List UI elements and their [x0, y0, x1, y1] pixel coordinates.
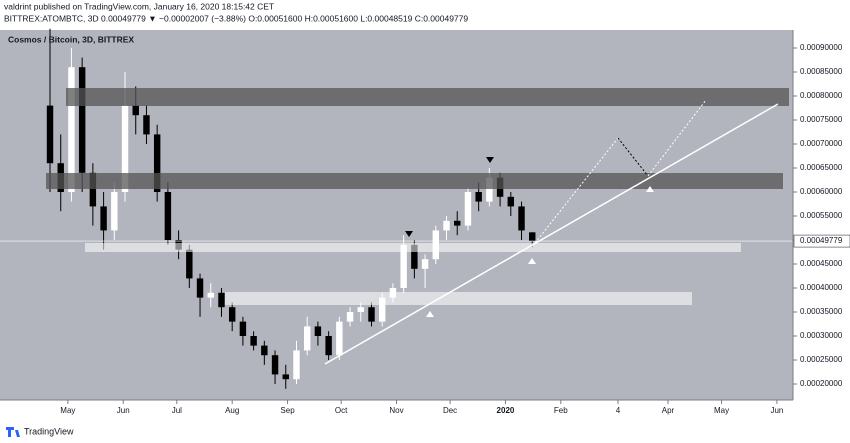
publisher: valdrint published on TradingView.com, J… [4, 1, 274, 11]
x-tick-label: 4 [616, 406, 621, 415]
candle-body [475, 192, 482, 202]
x-tick-label: 2020 [497, 406, 515, 415]
candle-body [121, 105, 129, 193]
candle-body [271, 355, 279, 375]
trend-line [324, 103, 779, 365]
resistance-zone [66, 88, 789, 106]
resistance-zone [46, 173, 783, 189]
candle-body [46, 105, 54, 164]
candle-body [132, 105, 139, 116]
plot-area [0, 30, 793, 400]
candle-body [368, 307, 375, 322]
candle-body [228, 307, 236, 322]
x-tick-label: Dec [443, 406, 457, 415]
candle-body [218, 292, 225, 308]
candle-body [293, 350, 300, 380]
footer: TradingView [24, 426, 74, 436]
candle-body [421, 259, 429, 269]
candle-body [518, 206, 525, 231]
candle-body [400, 244, 407, 289]
candle-body [282, 374, 289, 380]
candle-body [239, 321, 247, 337]
candle-body [325, 336, 332, 356]
x-tick-label: May [714, 406, 729, 415]
y-tick-label: 0.00085000 [800, 67, 843, 76]
y-tick-label: 0.00040000 [800, 283, 843, 292]
candle-body [411, 244, 418, 269]
symbol-line: BITTREX:ATOMBTC, 3D 0.00049779 ▼ −0.0000… [4, 13, 468, 23]
support-zone [225, 292, 692, 305]
y-tick-label: 0.00080000 [800, 91, 843, 100]
projection [617, 137, 649, 177]
candle-body [100, 206, 107, 231]
support-zone [85, 243, 741, 252]
candle-body [196, 278, 204, 298]
candle-body [78, 67, 86, 173]
y-tick-label: 0.00035000 [800, 307, 843, 316]
y-tick-label: 0.00070000 [800, 139, 843, 148]
candle-body [250, 336, 257, 346]
candle-body [153, 134, 161, 193]
candle-body [357, 307, 364, 313]
candle-body [378, 297, 386, 322]
x-tick-label: Jul [172, 406, 182, 415]
x-tick-label: Nov [389, 406, 403, 415]
logo [6, 427, 20, 437]
chart-title: Cosmos / Bitcoin, 3D, BITTREX [8, 34, 134, 44]
x-tick-label: May [60, 406, 75, 415]
last-price-label: 0.00049779 [800, 236, 843, 245]
plot-layer [0, 28, 793, 389]
y-tick-label: 0.00060000 [800, 187, 843, 196]
x-tick-label: Apr [662, 406, 675, 415]
x-tick-label: Aug [225, 406, 239, 415]
x-tick-label: Oct [335, 406, 348, 415]
y-tick-label: 0.00055000 [800, 211, 843, 220]
x-tick-label: Jun [770, 406, 783, 415]
y-tick-label: 0.00065000 [800, 163, 843, 172]
x-tick-label: Jun [117, 406, 130, 415]
candle-body [207, 292, 214, 298]
candle-body [314, 326, 322, 337]
y-tick-label: 0.00025000 [800, 355, 843, 364]
candle-body [143, 115, 150, 135]
candle-body [454, 220, 461, 226]
last-price-box [793, 234, 850, 248]
y-tick-label: 0.00030000 [800, 331, 843, 340]
candle-body [186, 249, 193, 279]
candle-body [443, 220, 450, 231]
candle-body [303, 326, 311, 351]
drawings [46, 88, 789, 365]
candle-body [164, 192, 172, 241]
candle-body [336, 321, 343, 356]
y-tick-label: 0.00090000 [800, 43, 843, 52]
candle-body [529, 232, 536, 242]
candle-body [346, 312, 354, 322]
candle-body [464, 192, 472, 226]
candle-body [111, 192, 118, 231]
y-tick-label: 0.00075000 [800, 115, 843, 124]
x-tick-label: Sep [280, 406, 295, 415]
y-tick-label: 0.00045000 [800, 259, 843, 268]
x-tick-label: Feb [554, 406, 568, 415]
candle-body [507, 196, 515, 207]
candle-body [68, 67, 75, 193]
y-tick-label: 0.00020000 [800, 379, 843, 388]
candle-body [89, 172, 97, 207]
candle-body [486, 177, 493, 202]
candle-body [261, 345, 268, 356]
